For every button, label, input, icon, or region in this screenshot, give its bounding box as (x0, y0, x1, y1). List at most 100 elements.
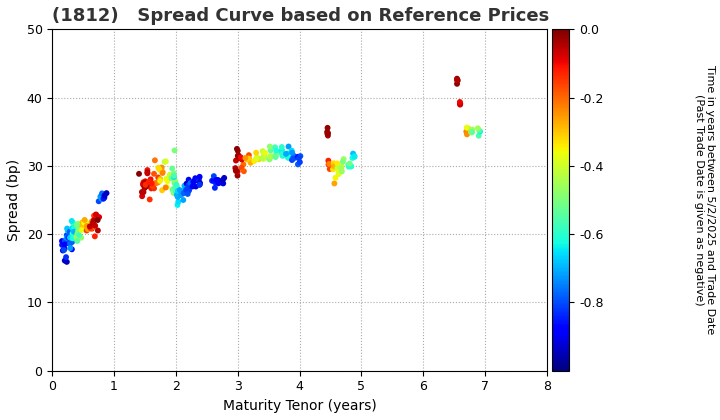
Point (153, 166, 165, 173)
Point (76, 227, 87, 234)
Point (248, 158, 260, 164)
Point (208, 173, 220, 179)
Point (68, 228, 80, 235)
Point (232, 168, 243, 175)
Point (186, 183, 198, 190)
Point (89, 222, 100, 228)
Point (89, 213, 100, 219)
Point (454, 99, 466, 105)
Point (162, 178, 174, 184)
Point (182, 191, 194, 197)
Point (292, 161, 304, 168)
Point (61, 234, 73, 241)
Point (80, 219, 91, 226)
Point (288, 152, 300, 159)
Point (156, 164, 168, 171)
Point (94, 193, 106, 200)
Point (85, 223, 96, 230)
Point (81, 220, 92, 226)
Point (168, 147, 180, 154)
Point (276, 151, 288, 158)
Point (331, 160, 343, 167)
Point (218, 175, 230, 181)
Point (212, 177, 224, 184)
Point (231, 168, 243, 175)
Point (183, 182, 194, 189)
Point (58, 247, 70, 253)
Point (270, 153, 282, 160)
Point (241, 156, 253, 163)
Point (166, 165, 178, 172)
Point (161, 184, 173, 190)
Point (233, 152, 244, 159)
Point (189, 175, 201, 181)
Point (144, 196, 156, 203)
Point (99, 194, 110, 201)
Point (136, 189, 148, 195)
Point (474, 127, 485, 134)
Point (258, 152, 270, 159)
Point (324, 165, 336, 172)
Point (82, 226, 94, 232)
Point (462, 131, 473, 138)
Point (61, 232, 73, 239)
Point (209, 184, 220, 191)
Point (73, 220, 84, 227)
Point (215, 179, 227, 186)
Point (217, 177, 228, 184)
Point (467, 126, 478, 133)
Point (67, 235, 78, 242)
Point (138, 179, 149, 186)
Point (337, 158, 348, 165)
Point (461, 124, 472, 131)
Point (171, 181, 182, 188)
Y-axis label: Spread (bp): Spread (bp) (7, 159, 21, 241)
Point (139, 179, 150, 186)
Point (323, 161, 334, 168)
Point (74, 226, 86, 233)
Point (321, 129, 333, 135)
Point (172, 186, 184, 193)
Point (147, 183, 158, 189)
Point (325, 162, 336, 168)
Point (278, 152, 289, 159)
Point (269, 144, 281, 151)
Point (238, 168, 250, 175)
Point (264, 156, 275, 163)
Point (251, 154, 263, 160)
Point (168, 185, 179, 192)
Point (282, 154, 294, 161)
Point (179, 186, 191, 193)
Point (153, 164, 164, 171)
Point (172, 194, 184, 200)
Point (161, 175, 172, 182)
Point (66, 246, 78, 253)
Point (194, 180, 206, 186)
Point (148, 185, 160, 192)
Point (189, 178, 200, 184)
Point (90, 211, 102, 218)
Point (166, 175, 177, 181)
Point (194, 173, 205, 180)
Point (69, 227, 81, 234)
Point (232, 147, 243, 154)
Point (184, 187, 195, 194)
Point (173, 187, 184, 194)
Point (286, 147, 297, 154)
Point (323, 158, 334, 164)
Point (77, 219, 89, 226)
Point (95, 193, 107, 200)
Point (233, 153, 245, 160)
Point (276, 144, 287, 150)
Point (63, 234, 74, 241)
Point (462, 125, 474, 132)
Point (264, 143, 276, 150)
Point (465, 129, 477, 135)
Point (142, 167, 153, 173)
Point (96, 195, 107, 202)
Point (346, 163, 357, 170)
Point (250, 156, 261, 163)
Point (168, 170, 179, 176)
Point (140, 178, 151, 185)
Point (179, 186, 191, 192)
